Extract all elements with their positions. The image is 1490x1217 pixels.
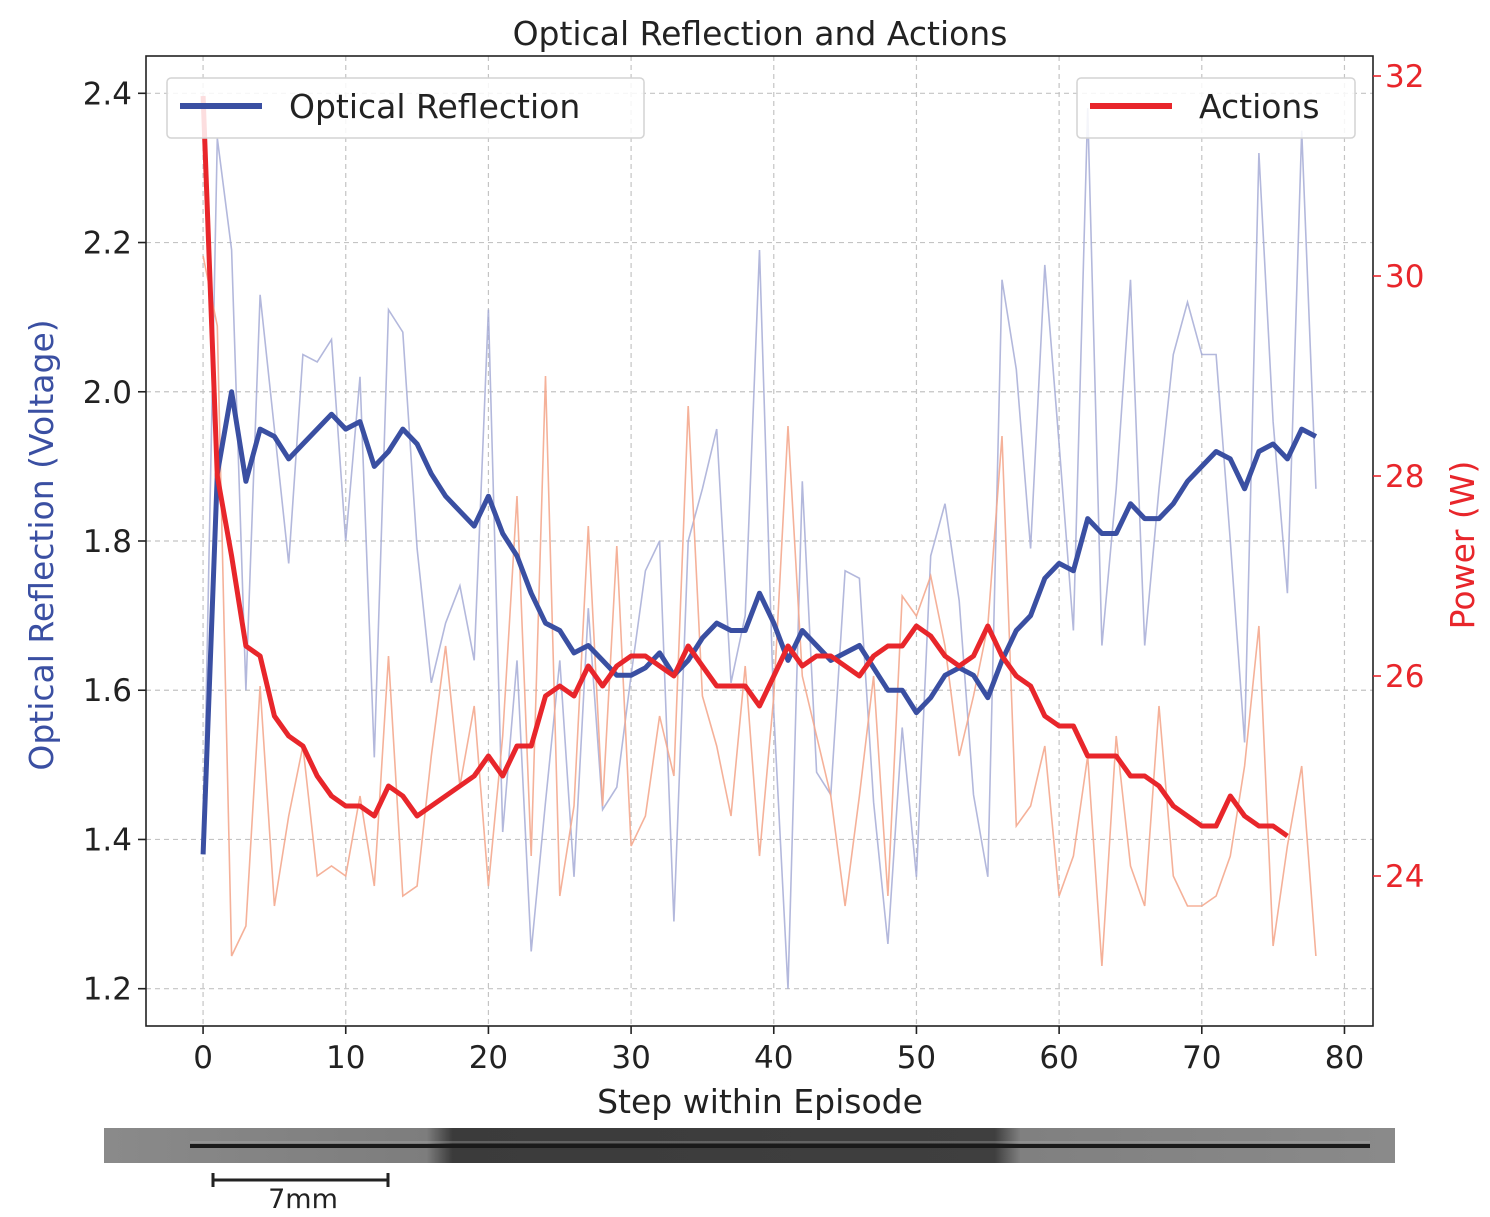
legend-left: Optical Reflection: [166, 77, 645, 139]
x-tick-label: 60: [1039, 1040, 1078, 1076]
legend-left-label: Optical Reflection: [289, 87, 580, 126]
y-right-tick-label: 24: [1385, 859, 1424, 895]
y-left-tick-label: 1.4: [83, 822, 132, 858]
y-left-tick-label: 1.6: [83, 673, 132, 709]
legend-right-label: Actions: [1199, 87, 1320, 126]
series-optical-reflection-line: [200, 389, 1318, 855]
y-left-tick-label: 2.4: [83, 76, 132, 112]
tick-layer: 0 10 20 30 40 50 60 70 80 1.2 1.4 1.6 1.8 2.0 2.2 2.4 24…: [83, 59, 1425, 1076]
y-right-tick-label: 26: [1385, 659, 1424, 695]
x-tick-label: 70: [1182, 1040, 1221, 1076]
series-optical-reflection-raw-line: [202, 108, 1317, 989]
x-tick-label: 0: [193, 1040, 213, 1076]
y-left-tick-label: 2.2: [83, 226, 132, 262]
scale-bar-label: 7mm: [268, 1184, 338, 1215]
series-actions-raw-line: [202, 255, 1317, 967]
y-right-tick-label: 32: [1385, 59, 1424, 95]
x-axis-label: Step within Episode: [597, 1082, 923, 1121]
x-tick-label: 10: [326, 1040, 365, 1076]
x-tick-label: 80: [1325, 1040, 1364, 1076]
series-layer: [200, 95, 1318, 989]
x-tick-label: 30: [611, 1040, 650, 1076]
x-tick-label: 50: [897, 1040, 936, 1076]
legend-right-box: [1076, 77, 1356, 139]
y-right-tick-label: 30: [1385, 259, 1424, 295]
x-tick-label: 40: [754, 1040, 793, 1076]
y-axis-label-left: Optical Reflection (Voltage): [22, 319, 61, 770]
x-tick-label: 20: [469, 1040, 508, 1076]
y-left-tick-label: 2.0: [83, 375, 132, 411]
grid-lines: [146, 56, 1373, 1026]
track-image-strip: [104, 1128, 1395, 1163]
y-right-tick-label: 28: [1385, 459, 1424, 495]
y-left-tick-label: 1.8: [83, 524, 132, 560]
y-left-tick-label: 1.2: [83, 972, 132, 1008]
scale-bar: 7mm: [211, 1173, 390, 1215]
legend-left-box: [166, 77, 645, 139]
chart-title: Optical Reflection and Actions: [513, 14, 1008, 53]
legend-right: Actions: [1076, 77, 1356, 139]
y-axis-label-right: Power (W): [1443, 461, 1482, 630]
series-actions-line: [200, 95, 1289, 839]
